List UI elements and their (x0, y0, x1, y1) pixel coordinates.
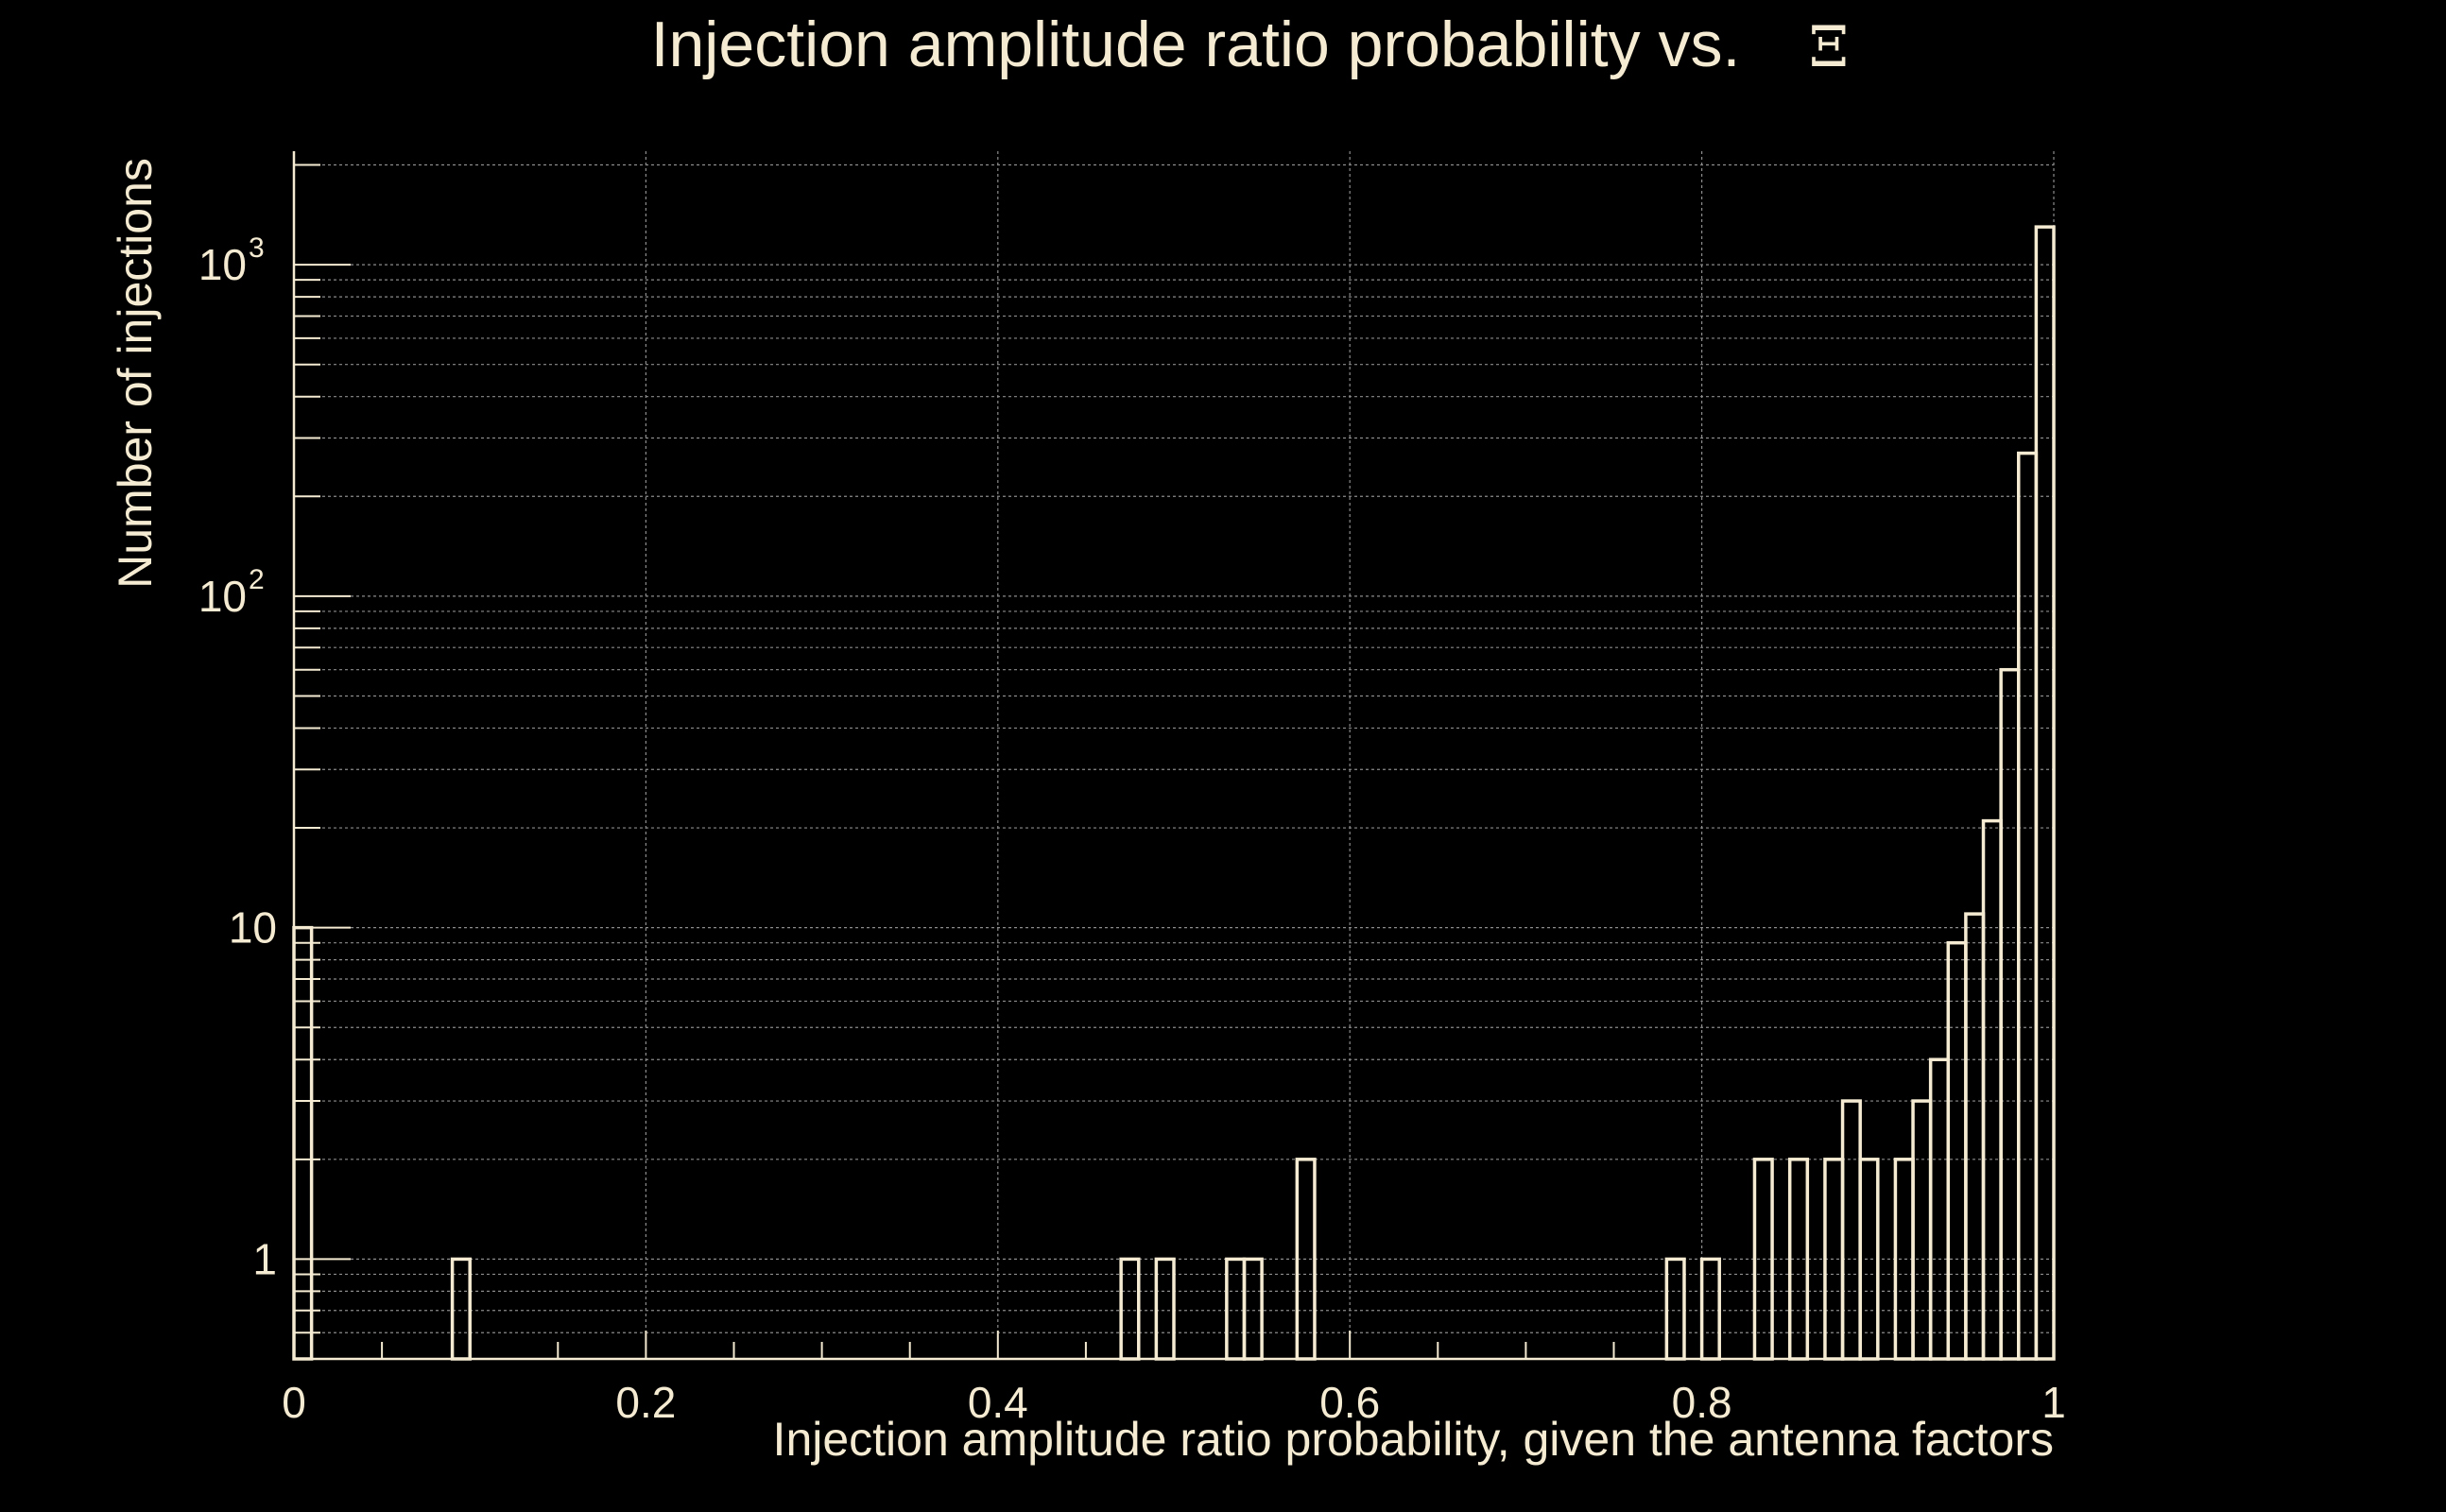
histogram-series (292, 225, 2056, 1361)
x-tick-label: 0.6 (1319, 1378, 1380, 1427)
histogram-bar (1119, 1257, 1141, 1361)
y-tick-label-exponent: 2 (249, 564, 265, 595)
histogram-bar (1946, 940, 1968, 1361)
histogram-bar (292, 925, 314, 1361)
histogram-bar (1787, 1158, 1810, 1361)
y-tick-label: 1 (252, 1234, 277, 1283)
chart-title-symbol: Ξ (1809, 14, 1849, 80)
x-axis-label: Injection amplitude ratio probability, g… (773, 1413, 2054, 1466)
y-tick-label: 10 (229, 903, 277, 953)
y-tick-label: 10 (198, 572, 247, 621)
histogram-bar (1840, 1099, 1862, 1361)
histogram-bar (1154, 1257, 1176, 1361)
histogram-bar (450, 1257, 472, 1361)
histogram-bar (1664, 1257, 1686, 1361)
y-axis-label: Number of injections (109, 158, 162, 589)
histogram-bar (1242, 1257, 1264, 1361)
x-tick-label: 0.8 (1672, 1378, 1732, 1427)
histogram-bar (1752, 1158, 1774, 1361)
x-tick-label: 0.4 (968, 1378, 1028, 1427)
x-tick-label: 0.2 (615, 1378, 676, 1427)
histogram-bar (1928, 1057, 1951, 1361)
chart-title: Injection amplitude ratio probability vs… (651, 9, 1741, 80)
histogram-bar (1911, 1099, 1933, 1361)
x-tick-label: 1 (2041, 1378, 2066, 1427)
histogram-bar (1981, 818, 2003, 1361)
histogram-bar (1858, 1158, 1880, 1361)
y-tick-label: 10 (198, 240, 247, 289)
histogram-bar (2017, 451, 2039, 1361)
histogram-bar (1295, 1158, 1317, 1361)
y-tick-label-exponent: 3 (249, 232, 265, 264)
x-tick-label: 0 (282, 1378, 306, 1427)
histogram-bar (2034, 225, 2056, 1361)
histogram-bar (1999, 667, 2021, 1361)
histogram-bar (1699, 1257, 1721, 1361)
histogram-bar (1964, 912, 1986, 1361)
